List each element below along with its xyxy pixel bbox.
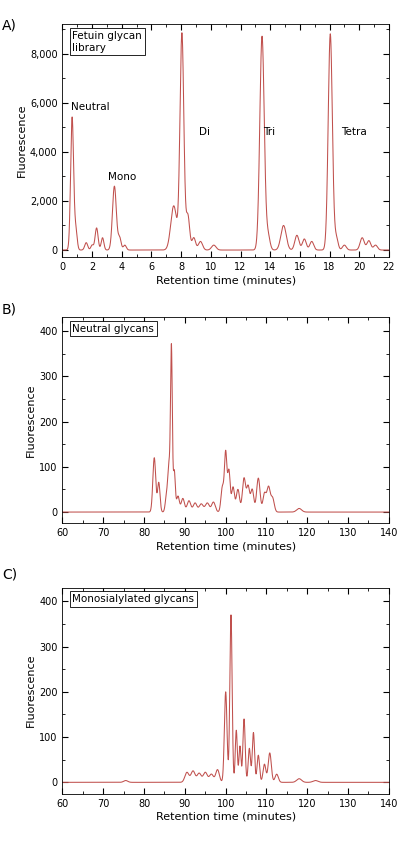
Text: C): C) <box>2 568 17 582</box>
X-axis label: Retention time (minutes): Retention time (minutes) <box>156 812 296 821</box>
Text: B): B) <box>2 302 17 316</box>
Text: A): A) <box>2 19 17 33</box>
Text: Fetuin glycan
library: Fetuin glycan library <box>72 31 142 52</box>
Y-axis label: Fluorescence: Fluorescence <box>26 384 36 457</box>
Text: Tetra: Tetra <box>341 127 367 137</box>
Text: Tri: Tri <box>263 127 275 137</box>
X-axis label: Retention time (minutes): Retention time (minutes) <box>156 275 296 285</box>
Text: Neutral: Neutral <box>71 102 110 112</box>
Y-axis label: Fluorescence: Fluorescence <box>17 104 27 178</box>
Text: Monosialylated glycans: Monosialylated glycans <box>72 594 194 604</box>
X-axis label: Retention time (minutes): Retention time (minutes) <box>156 541 296 551</box>
Text: Neutral glycans: Neutral glycans <box>72 323 154 334</box>
Y-axis label: Fluorescence: Fluorescence <box>26 654 36 728</box>
Text: Di: Di <box>199 127 210 137</box>
Text: Mono: Mono <box>108 172 137 183</box>
